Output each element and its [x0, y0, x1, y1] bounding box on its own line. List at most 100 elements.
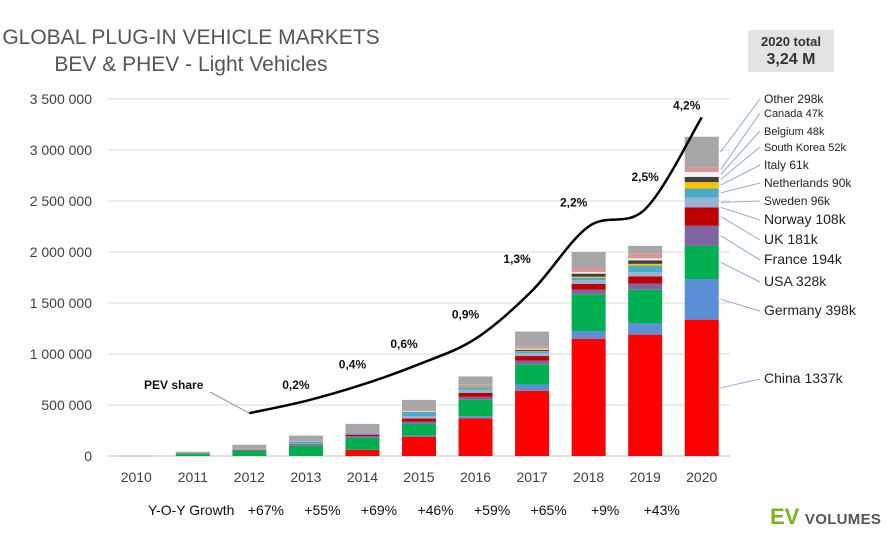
legend-leader-line [720, 298, 761, 312]
chart-title-line2: BEV & PHEV - Light Vehicles [54, 53, 328, 76]
bar-segment-uk [458, 392, 493, 397]
bar-segment-canada [684, 167, 719, 172]
bar-segment-china [458, 418, 493, 456]
y-tick-label: 1 500 000 [30, 295, 92, 311]
bar-segment-belgium [458, 385, 493, 387]
bar-segment-germany [571, 331, 606, 339]
growth-label: Y-O-Y Growth [148, 502, 235, 518]
bar-segment-belgium [628, 258, 663, 261]
bar-segment-belgium [402, 411, 436, 412]
legend-leader-line [720, 112, 761, 170]
bar-segment-sweden [628, 272, 663, 277]
chart-title: GLOBAL PLUG-IN VEHICLE MARKETS BEV & PHE… [0, 24, 382, 78]
legend-leader-line [720, 206, 761, 221]
y-tick-label: 0 [84, 448, 92, 464]
bar-segment-other [571, 252, 606, 268]
bar-segment-usa [515, 364, 550, 385]
bar-segment-france [515, 360, 550, 365]
bar-segment-uk [684, 207, 719, 226]
bar-segment-usa [628, 289, 663, 324]
bar-segment-south-korea [515, 349, 550, 352]
bar-segment-other [684, 136, 719, 168]
bar-segment-france [175, 453, 210, 454]
logo-ev-text: EV [770, 504, 800, 529]
bar-segment-netherlands [684, 188, 719, 198]
growth-value: +46% [417, 502, 453, 518]
x-tick-label: 2018 [573, 469, 604, 485]
bar-segment-belgium [515, 348, 550, 350]
total-box-value: 3,24 M [766, 51, 816, 68]
legend-label-sweden: Sweden 96k [764, 194, 831, 208]
x-tick-label: 2016 [460, 469, 491, 485]
share-pct-label: 0,9% [452, 308, 480, 322]
bar-segment-canada [571, 267, 606, 273]
share-pct-label: 2,5% [632, 170, 660, 184]
bar-segment-netherlands [628, 265, 663, 273]
y-tick-label: 2 500 000 [30, 193, 92, 209]
bar-segment-netherlands [402, 411, 436, 417]
bar-segment-germany [402, 435, 436, 437]
bar-segment-sweden [232, 449, 267, 451]
bar-segment-south-korea [571, 273, 606, 277]
bar-segment-sweden [515, 352, 550, 357]
bar-segment-france [571, 289, 606, 295]
y-tick-label: 3 500 000 [30, 91, 92, 107]
bar-segment-uk [402, 418, 436, 422]
legend-label-germany: Germany 398k [764, 302, 857, 318]
bar-segment-usa [288, 445, 323, 456]
bar-segment-canada [402, 410, 436, 412]
legend-leader-line [720, 235, 761, 261]
pev-share-leader [209, 391, 250, 414]
y-tick-label: 2 000 000 [30, 244, 92, 260]
bar-segment-italy [515, 351, 550, 352]
legend-label-norway: Norway 108k [764, 211, 847, 227]
bar-segment-other [288, 435, 323, 442]
bar-segment-germany [684, 279, 719, 320]
x-tick-label: 2012 [234, 469, 265, 485]
bar-segment-usa [684, 245, 719, 280]
bar-segment-sweden [684, 197, 719, 208]
legend-label-canada: Canada 47k [764, 108, 824, 120]
legend-leader-line [720, 378, 761, 389]
bar-segment-france [232, 450, 267, 451]
bar-segment-other [175, 451, 210, 454]
bar-segment-canada [458, 384, 493, 386]
bar-segment-south-korea [458, 386, 493, 387]
bar-segment-germany [458, 416, 493, 419]
y-tick-label: 500 000 [41, 397, 92, 413]
total-box: 2020 total 3,24 M [748, 30, 834, 72]
legend-leader-line [720, 164, 761, 186]
pev-share-line [249, 116, 703, 415]
bar-segment-france [345, 436, 380, 438]
bar-segment-netherlands [515, 351, 550, 353]
bar-segment-usa [402, 423, 436, 436]
pev-share-label: PEV share [144, 378, 204, 392]
y-tick-label: 1 000 000 [30, 346, 92, 362]
bar-segment-italy [458, 386, 493, 388]
legend-label-usa: USA 328k [764, 273, 827, 289]
legend-label-south-korea: South Korea 52k [764, 142, 846, 154]
bar-segment-china [571, 338, 606, 456]
bar-segment-canada [232, 448, 267, 450]
bar-segment-france [402, 421, 436, 424]
bar-segment-other [402, 399, 436, 411]
bar-segment-france [684, 225, 719, 246]
bar-segment-italy [571, 276, 606, 278]
legend-label-belgium: Belgium 48k [764, 126, 825, 138]
bar-segment-south-korea [684, 176, 719, 183]
bar-segment-other [515, 331, 550, 347]
bar-segment-belgium [684, 171, 719, 177]
legend-leader-line [720, 200, 761, 203]
bar-segment-canada [288, 441, 323, 442]
growth-value: +55% [304, 502, 340, 518]
legend-leader-line [720, 216, 761, 241]
bar-segment-uk [571, 283, 606, 290]
bar-segment-belgium [571, 272, 606, 274]
bar-segment-canada [515, 346, 550, 349]
legend-label-other: Other 298k [764, 92, 824, 106]
bar-segment-france [458, 396, 493, 400]
total-box-label: 2020 total [761, 34, 821, 49]
growth-value: +65% [531, 502, 567, 518]
growth-value: +9% [591, 502, 619, 518]
